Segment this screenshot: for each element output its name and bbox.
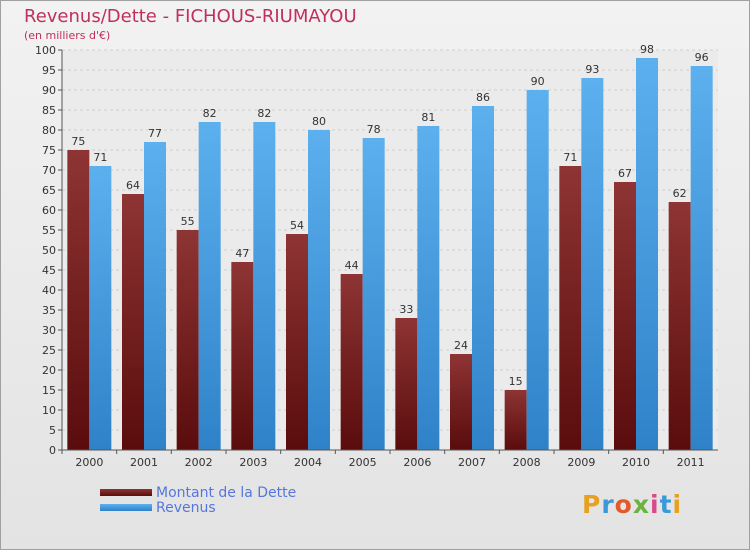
legend-label-revenus: Revenus [156,500,216,516]
bar-dette [395,318,418,450]
bar-dette [340,274,363,450]
x-tick-label: 2009 [567,456,595,469]
y-tick-label: 80 [42,124,56,137]
logo-letter: i [672,490,683,519]
data-label-revenus: 96 [695,51,709,64]
data-label-revenus: 71 [93,151,107,164]
data-label-revenus: 78 [367,123,381,136]
x-tick-label: 2008 [513,456,541,469]
data-label-dette: 33 [399,303,413,316]
y-tick-label: 15 [42,384,56,397]
bar-revenus [581,78,604,450]
y-tick-label: 35 [42,304,56,317]
data-label-revenus: 98 [640,43,654,56]
y-tick-label: 5 [49,424,56,437]
data-label-revenus: 77 [148,127,162,140]
x-tick-label: 2011 [677,456,705,469]
bar-dette [122,194,144,450]
logo-letter: t [659,490,673,519]
data-label-dette: 55 [181,215,195,228]
chart-subtitle: (en milliers d'€) [24,29,111,42]
bar-dette [286,234,308,450]
data-label-dette: 15 [509,375,523,388]
bar-revenus [690,66,713,450]
y-tick-label: 90 [42,84,56,97]
data-label-dette: 75 [71,135,85,148]
bar-revenus [308,130,330,450]
bar-dette [231,262,254,450]
bar-revenus [526,90,549,450]
y-tick-label: 30 [42,324,56,337]
y-tick-label: 65 [42,184,56,197]
data-label-dette: 47 [235,247,249,260]
y-tick-label: 100 [35,44,56,57]
data-label-dette: 71 [563,151,577,164]
x-tick-label: 2001 [130,456,158,469]
bar-revenus [89,166,112,450]
y-tick-label: 55 [42,224,56,237]
bar-dette [450,354,472,450]
logo-letter: o [614,490,633,519]
bar-revenus [362,138,385,450]
logo-letter: r [601,490,615,519]
y-tick-label: 85 [42,104,56,117]
bar-revenus [472,106,494,450]
y-tick-label: 50 [42,244,56,257]
bar-dette [176,230,199,450]
data-label-revenus: 81 [421,111,435,124]
data-label-revenus: 93 [585,63,599,76]
bar-revenus [144,142,166,450]
logo-letter: x [632,490,650,519]
bar-dette [504,390,527,450]
y-tick-label: 25 [42,344,56,357]
bar-revenus [198,122,221,450]
logo-letter: i [650,490,660,519]
data-label-revenus: 80 [312,115,326,128]
x-tick-label: 2007 [458,456,486,469]
data-label-dette: 54 [290,219,304,232]
y-tick-label: 20 [42,364,56,377]
data-label-revenus: 90 [531,75,545,88]
bar-revenus [417,126,440,450]
x-tick-label: 2010 [622,456,650,469]
legend-swatch-dette [100,489,152,496]
y-tick-label: 0 [49,444,56,457]
bar-dette [668,202,691,450]
x-tick-label: 2003 [239,456,267,469]
data-label-revenus: 82 [203,107,217,120]
y-tick-label: 95 [42,64,56,77]
data-label-dette: 24 [454,339,468,352]
bar-revenus [636,58,658,450]
data-label-dette: 67 [618,167,632,180]
bar-revenus [253,122,276,450]
bar-dette [614,182,636,450]
data-label-dette: 44 [345,259,359,272]
y-tick-label: 40 [42,284,56,297]
x-tick-label: 2005 [349,456,377,469]
data-label-revenus: 86 [476,91,490,104]
x-tick-label: 2000 [75,456,103,469]
y-tick-label: 10 [42,404,56,417]
y-tick-label: 45 [42,264,56,277]
y-tick-label: 60 [42,204,56,217]
y-tick-label: 75 [42,144,56,157]
x-tick-label: 2004 [294,456,322,469]
bar-dette [559,166,582,450]
x-tick-label: 2006 [403,456,431,469]
legend-label-dette: Montant de la Dette [156,485,297,501]
data-label-dette: 64 [126,179,140,192]
legend-swatch-revenus [100,504,152,511]
data-label-dette: 62 [673,187,687,200]
x-tick-label: 2002 [185,456,213,469]
bar-dette [67,150,90,450]
proxiti-logo: Proxiti [582,490,682,519]
y-tick-label: 70 [42,164,56,177]
chart-title: Revenus/Dette - FICHOUS-RIUMAYOU [24,6,357,27]
data-label-revenus: 82 [257,107,271,120]
logo-letter: P [582,490,602,519]
